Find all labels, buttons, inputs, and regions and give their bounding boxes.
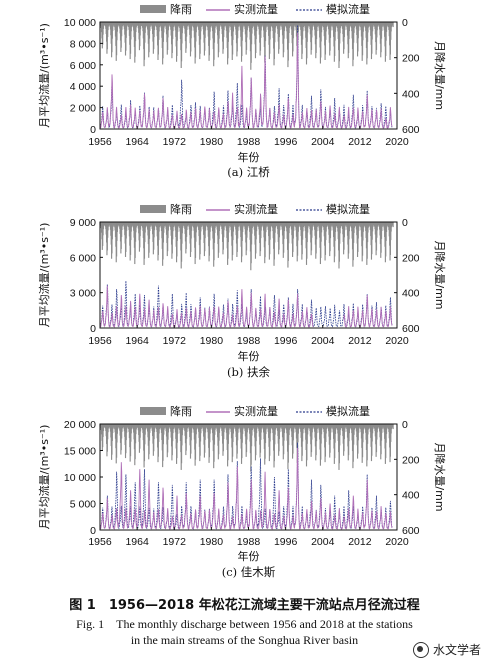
x-tick-label: 2012 — [348, 335, 372, 347]
legend: 降雨 实测流量 模拟流量 — [140, 404, 370, 418]
legend: 降雨 实测流量 模拟流量 — [140, 202, 370, 216]
x-tick-label: 1972 — [163, 136, 187, 148]
x-axis-label: 年份 — [238, 349, 260, 363]
x-tick-label: 1980 — [200, 335, 224, 347]
x-tick-label: 1988 — [237, 335, 261, 347]
observed-flow-line — [99, 32, 393, 130]
y-tick-label: 6 000 — [70, 252, 96, 264]
x-tick-label: 1972 — [163, 536, 187, 548]
rain-series — [99, 222, 394, 271]
legend-simulated-label: 模拟流量 — [326, 202, 370, 216]
x-tick-label: 2004 — [311, 136, 335, 148]
x-axis-label: 年份 — [238, 549, 260, 563]
rain-series — [99, 22, 394, 70]
x-tick-label: 1996 — [274, 335, 298, 347]
y-tick-label: 3 000 — [70, 288, 96, 300]
y2-tick-label: 600 — [402, 525, 420, 537]
rain-series — [99, 424, 394, 472]
y-tick-label: 6 000 — [70, 60, 96, 72]
legend-rain-swatch — [140, 407, 166, 415]
legend-rain-label: 降雨 — [170, 2, 192, 16]
x-tick-label: 1964 — [125, 335, 149, 347]
chart-panel-jiamusi: 降雨 实测流量 模拟流量 1956 1964 1972 1980 1988 1996 2004 20… — [37, 404, 447, 579]
y-tick-label: 4 000 — [70, 81, 96, 93]
wechat-account-icon — [412, 641, 429, 658]
y-tick-label: 20 000 — [64, 419, 96, 431]
y2-tick-label: 200 — [402, 454, 420, 466]
legend-observed-label: 实测流量 — [234, 404, 278, 418]
legend-rain-label: 降雨 — [170, 404, 192, 418]
x-axis-label: 年份 — [238, 150, 260, 164]
y-tick-label: 0 — [90, 525, 96, 537]
x-tick-label: 2020 — [385, 335, 409, 347]
legend-rain-swatch — [140, 5, 166, 13]
y2-tick-label: 0 — [402, 217, 408, 229]
x-tick-label: 1988 — [237, 536, 261, 548]
y2-axis-label: 月降水量/mm — [433, 41, 447, 110]
legend-observed-label: 实测流量 — [234, 202, 278, 216]
x-tick-label: 1980 — [200, 536, 224, 548]
x-tick-label: 1956 — [88, 335, 112, 347]
y-tick-label: 8 000 — [70, 38, 96, 50]
legend-observed-label: 实测流量 — [234, 2, 278, 16]
y2-tick-label: 400 — [402, 288, 420, 300]
y-axis-label: 月平均流量/(m³•s⁻¹) — [37, 223, 51, 328]
x-tick-label: 1980 — [200, 136, 224, 148]
x-tick-label: 2012 — [348, 136, 372, 148]
y2-tick-label: 200 — [402, 53, 420, 65]
figure-caption-en-line2: in the main streams of the Songhua River… — [130, 633, 359, 647]
panel-subtitle-jiamusi: (c) 佳木斯 — [222, 565, 276, 579]
watermark-text: 水文学者 — [432, 643, 481, 657]
y2-tick-label: 200 — [402, 252, 420, 264]
y-tick-label: 0 — [90, 323, 96, 335]
legend-rain-swatch — [140, 205, 166, 213]
figure-caption-en-line1: Fig. 1 The monthly discharge between 195… — [76, 617, 413, 631]
observed-flow-line — [99, 447, 393, 531]
x-tick-label: 1964 — [125, 136, 149, 148]
x-tick-label: 1988 — [237, 136, 261, 148]
legend: 降雨 实测流量 模拟流量 — [140, 2, 370, 16]
x-tick-label: 1964 — [125, 536, 149, 548]
legend-simulated-label: 模拟流量 — [326, 404, 370, 418]
y-tick-label: 10 000 — [64, 17, 96, 29]
y2-axis-label: 月降水量/mm — [433, 240, 447, 309]
x-tick-label: 1996 — [274, 136, 298, 148]
chart-panel-fuyu: 降雨 实测流量 模拟流量 1956 1964 1972 1980 1988 1996 2004 20… — [37, 202, 447, 379]
figure-caption-cn: 图 1 1956—2018 年松花江流域主要干流站点月径流过程 — [69, 598, 420, 613]
y2-axis-label: 月降水量/mm — [433, 442, 447, 511]
simulated-flow-line — [99, 280, 393, 328]
panel-subtitle-fuyu: (b) 扶余 — [227, 365, 270, 379]
y2-tick-label: 600 — [402, 124, 420, 136]
y2-tick-label: 400 — [402, 490, 420, 502]
y-tick-label: 15 000 — [64, 446, 96, 458]
y-axis-label: 月平均流量/(m³•s⁻¹) — [37, 23, 51, 128]
y-tick-label: 10 000 — [64, 472, 96, 484]
y2-tick-label: 0 — [402, 419, 408, 431]
y2-tick-label: 0 — [402, 17, 408, 29]
y-tick-label: 0 — [90, 124, 96, 136]
x-tick-label: 1972 — [163, 335, 187, 347]
x-tick-label: 1996 — [274, 536, 298, 548]
x-tick-label: 2004 — [311, 536, 335, 548]
y2-tick-label: 600 — [402, 323, 420, 335]
y2-tick-label: 400 — [402, 88, 420, 100]
chart-panel-jiangqiao: 降雨 实测流量 模拟流量 1956 1964 1972 1980 1988 1996 2004 20… — [37, 2, 447, 179]
x-tick-label: 2012 — [348, 536, 372, 548]
legend-rain-label: 降雨 — [170, 202, 192, 216]
x-tick-label: 2020 — [385, 136, 409, 148]
y-tick-label: 2 000 — [70, 103, 96, 115]
y-tick-label: 5 000 — [70, 499, 96, 511]
watermark: 水文学者 — [412, 641, 481, 658]
panel-subtitle-jiangqiao: (a) 江桥 — [227, 165, 270, 179]
y-axis-label: 月平均流量/(m³•s⁻¹) — [37, 425, 51, 530]
x-tick-label: 2020 — [385, 536, 409, 548]
x-tick-label: 1956 — [88, 536, 112, 548]
x-tick-label: 1956 — [88, 136, 112, 148]
x-tick-label: 2004 — [311, 335, 335, 347]
y-tick-label: 9 000 — [70, 217, 96, 229]
legend-simulated-label: 模拟流量 — [326, 2, 370, 16]
